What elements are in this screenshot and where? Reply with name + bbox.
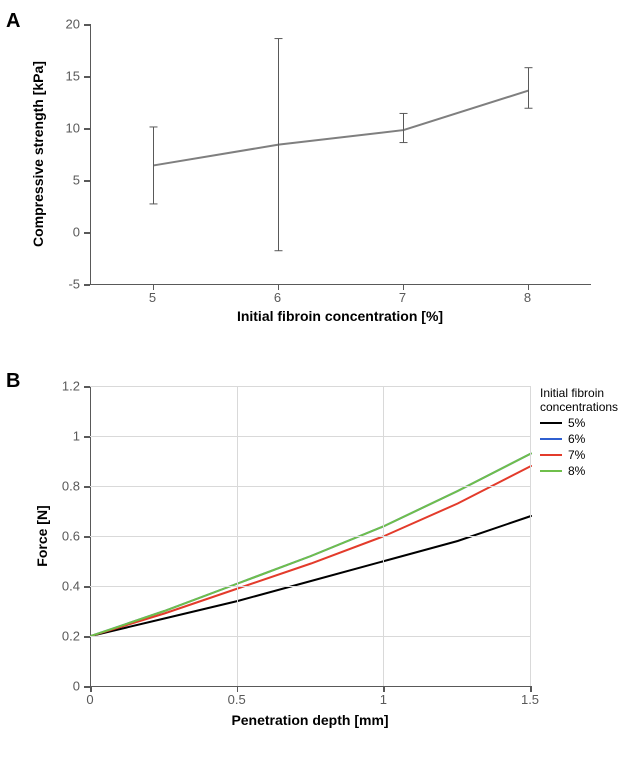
chart-b-hgrid [90,386,530,387]
chart-a-ytick-label: 15 [66,69,80,84]
legend-item: 8% [540,464,643,478]
chart-b-vgrid [237,386,238,686]
chart-a-xtick-label: 7 [399,290,406,305]
chart-b-xtick-label: 0 [86,692,93,707]
chart-b-hgrid [90,586,530,587]
chart-b-ytick [84,536,90,538]
chart-a-ytick [84,76,90,78]
chart-a-xtick-label: 5 [149,290,156,305]
chart-a [90,24,591,285]
chart-b-xtick-label: 1.5 [521,692,539,707]
chart-b-hgrid [90,436,530,437]
chart-a-xlabel: Initial fibroin concentration [%] [237,308,443,324]
legend-swatch [540,438,562,440]
chart-a-svg [91,24,591,284]
chart-a-ytick-label: -5 [68,277,80,292]
chart-b-ytick-label: 0.2 [62,629,80,644]
chart-a-ytick [84,24,90,26]
chart-b-xtick-label: 0.5 [228,692,246,707]
chart-b-ytick [84,586,90,588]
chart-b-xlabel: Penetration depth [mm] [231,712,388,728]
chart-b-ytick [84,386,90,388]
chart-a-ytick [84,232,90,234]
chart-b-ytick-label: 1 [73,429,80,444]
panel-a-label: A [6,10,20,33]
chart-b-xtick-label: 1 [380,692,387,707]
chart-b-hgrid [90,536,530,537]
legend-label: 6% [568,432,585,446]
chart-a-xtick-label: 8 [524,290,531,305]
chart-b-ytick-label: 0.6 [62,529,80,544]
legend-label: 5% [568,416,585,430]
legend-title: Initial fibroin concentrations [540,386,643,414]
chart-a-ylabel: Compressive strength [kPa] [30,61,46,247]
chart-b-ytick [84,486,90,488]
chart-b-hgrid [90,636,530,637]
chart-b-ylabel: Force [N] [34,505,50,566]
legend-label: 7% [568,448,585,462]
chart-a-ytick-label: 0 [73,225,80,240]
legend-item: 7% [540,448,643,462]
legend-item: 6% [540,432,643,446]
chart-a-ytick-label: 20 [66,17,80,32]
chart-a-ytick-label: 5 [73,173,80,188]
chart-b-ytick-label: 0 [73,679,80,694]
chart-a-xtick-label: 6 [274,290,281,305]
chart-b-ytick-label: 1.2 [62,379,80,394]
legend-swatch [540,454,562,456]
chart-a-ytick [84,284,90,286]
chart-b-vgrid [530,386,531,686]
chart-a-ytick [84,128,90,130]
chart-b-vgrid [383,386,384,686]
chart-a-ytick-label: 10 [66,121,80,136]
legend-swatch [540,422,562,424]
chart-b-ytick [84,436,90,438]
legend-swatch [540,470,562,472]
panel-b-label: B [6,370,20,393]
chart-a-ytick [84,180,90,182]
figure: A -5051015205678 Compressive strength [k… [0,0,643,762]
chart-b-legend: Initial fibroin concentrations 5% 6% 7% 8% [540,386,643,478]
chart-b-ytick-label: 0.8 [62,479,80,494]
legend-item: 5% [540,416,643,430]
chart-b-ytick [84,636,90,638]
chart-b-ytick-label: 0.4 [62,579,80,594]
legend-label: 8% [568,464,585,478]
chart-b-hgrid [90,486,530,487]
